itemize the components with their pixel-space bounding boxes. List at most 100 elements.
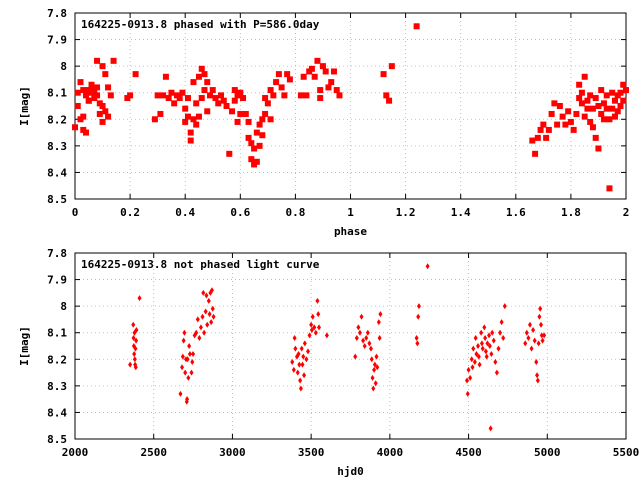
data-point <box>83 129 90 136</box>
x-tick-label: 4000 <box>377 446 404 459</box>
data-point <box>184 113 191 120</box>
data-point <box>304 356 309 363</box>
x-tick-label: 1 <box>347 206 354 219</box>
data-point <box>256 121 263 128</box>
data-point <box>180 353 185 360</box>
data-point <box>300 361 305 368</box>
data-point <box>102 71 109 78</box>
data-point <box>226 150 233 157</box>
data-point <box>367 340 372 347</box>
data-point <box>308 65 315 72</box>
data-point <box>333 87 340 94</box>
data-point <box>88 81 95 88</box>
data-point <box>476 343 481 349</box>
data-point <box>595 103 602 109</box>
data-point <box>94 92 101 99</box>
data-points <box>128 263 547 432</box>
data-point <box>296 350 301 357</box>
x-tick-label: 5500 <box>613 446 640 459</box>
data-point <box>151 116 158 123</box>
data-point <box>524 329 529 336</box>
plot-frame <box>74 252 627 440</box>
data-point <box>473 335 478 342</box>
y-axis-label: I[mag] <box>18 326 31 366</box>
data-point <box>220 97 227 104</box>
data-point <box>209 287 214 294</box>
data-point <box>595 145 602 152</box>
x-tick-label: 3500 <box>298 446 325 459</box>
data-point <box>83 92 90 99</box>
data-point <box>603 92 610 99</box>
data-point <box>482 324 487 331</box>
x-tick-label: 0.6 <box>230 206 250 219</box>
data-point <box>603 105 610 112</box>
data-point <box>183 369 188 376</box>
y-tick-label: 8.2 <box>47 353 67 366</box>
data-point <box>137 295 142 302</box>
data-point <box>312 324 317 331</box>
data-point <box>267 87 274 94</box>
data-point <box>251 145 258 152</box>
data-point <box>598 87 605 94</box>
data-point <box>292 335 297 342</box>
data-point <box>362 343 367 349</box>
data-point <box>480 345 485 352</box>
data-point <box>204 292 209 299</box>
data-point <box>305 348 310 355</box>
x-tick-label: 0.8 <box>285 206 305 219</box>
data-point <box>614 108 621 115</box>
data-point <box>99 118 106 125</box>
data-point <box>298 377 303 384</box>
y-tick-label: 7.9 <box>47 274 67 287</box>
data-point <box>198 95 205 102</box>
data-point <box>479 340 484 347</box>
data-point <box>376 319 381 326</box>
data-point <box>623 87 629 94</box>
data-point <box>378 311 383 318</box>
data-point <box>262 110 269 117</box>
data-point <box>477 361 482 368</box>
data-point <box>270 92 277 99</box>
x-axis-label: phase <box>334 225 367 238</box>
data-point <box>570 126 577 133</box>
y-tick-label: 8 <box>60 300 67 313</box>
data-point <box>105 84 112 91</box>
data-point <box>336 92 343 99</box>
data-point <box>609 105 616 112</box>
data-point <box>322 68 329 75</box>
data-point <box>281 92 288 99</box>
data-point <box>324 332 329 339</box>
data-point <box>474 350 479 357</box>
data-point <box>181 337 186 344</box>
data-point <box>194 329 199 336</box>
data-point <box>184 95 191 102</box>
data-point <box>415 340 420 347</box>
data-point <box>526 335 531 342</box>
data-point <box>191 350 196 357</box>
data-point <box>416 303 421 310</box>
data-point <box>316 311 321 318</box>
data-point <box>198 65 205 72</box>
x-tick-label: 3000 <box>219 446 246 459</box>
data-point <box>488 425 493 432</box>
data-point <box>107 92 114 99</box>
data-point <box>245 134 252 141</box>
data-point <box>309 321 314 328</box>
data-point <box>371 385 376 392</box>
data-point <box>134 337 139 344</box>
data-point <box>127 92 134 99</box>
data-point <box>600 100 607 107</box>
data-point <box>483 348 488 355</box>
data-point <box>581 113 588 120</box>
data-point <box>584 105 591 112</box>
data-point <box>190 79 197 86</box>
data-point <box>496 345 501 352</box>
data-point <box>303 92 310 99</box>
data-point <box>154 92 161 99</box>
data-point <box>198 324 203 331</box>
data-point <box>617 89 624 96</box>
data-point <box>484 353 489 360</box>
data-point <box>535 372 540 379</box>
data-point <box>190 116 197 123</box>
